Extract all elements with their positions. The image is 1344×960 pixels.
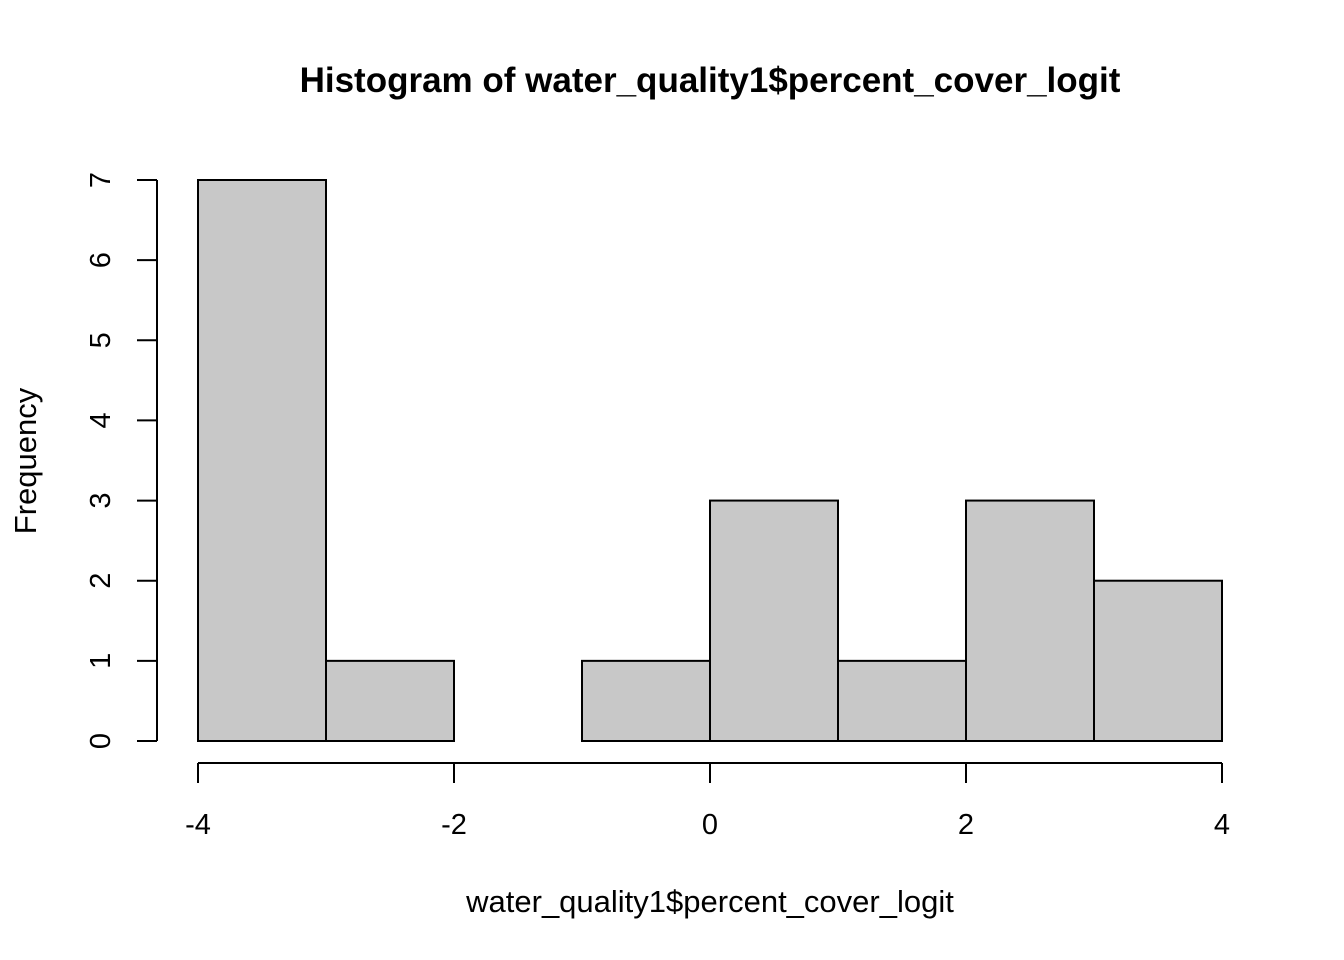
y-axis-label: Frequency — [8, 387, 43, 534]
chart-title: Histogram of water_quality1$percent_cove… — [300, 61, 1121, 100]
y-tick-label: 4 — [85, 412, 117, 428]
x-tick-label: 4 — [1214, 809, 1230, 841]
y-tick-label: 2 — [85, 573, 117, 589]
histogram-bar — [581, 659, 711, 742]
x-tick-label: -2 — [441, 809, 467, 841]
y-tick-label: 7 — [85, 172, 117, 188]
x-axis-label: water_quality1$percent_cover_logit — [465, 884, 954, 919]
y-tick-label: 3 — [85, 493, 117, 509]
histogram-bar — [1093, 579, 1223, 743]
histogram-bar — [837, 659, 967, 742]
x-tick-label: 0 — [702, 809, 718, 841]
histogram-bars — [197, 179, 1223, 743]
x-axis: -4 -2 0 2 4 — [185, 762, 1230, 841]
y-tick-label: 1 — [85, 653, 117, 669]
y-tick-label: 5 — [85, 332, 117, 348]
histogram-bar — [709, 499, 839, 743]
y-tick-label: 0 — [85, 733, 117, 749]
y-axis: 0 1 2 3 4 5 6 7 — [85, 172, 158, 749]
histogram-bar — [197, 179, 327, 742]
y-tick-label: 6 — [85, 252, 117, 268]
histogram-bar — [325, 659, 455, 742]
x-tick-label: 2 — [958, 809, 974, 841]
x-tick-label: -4 — [185, 809, 211, 841]
histogram-bar — [965, 499, 1095, 743]
